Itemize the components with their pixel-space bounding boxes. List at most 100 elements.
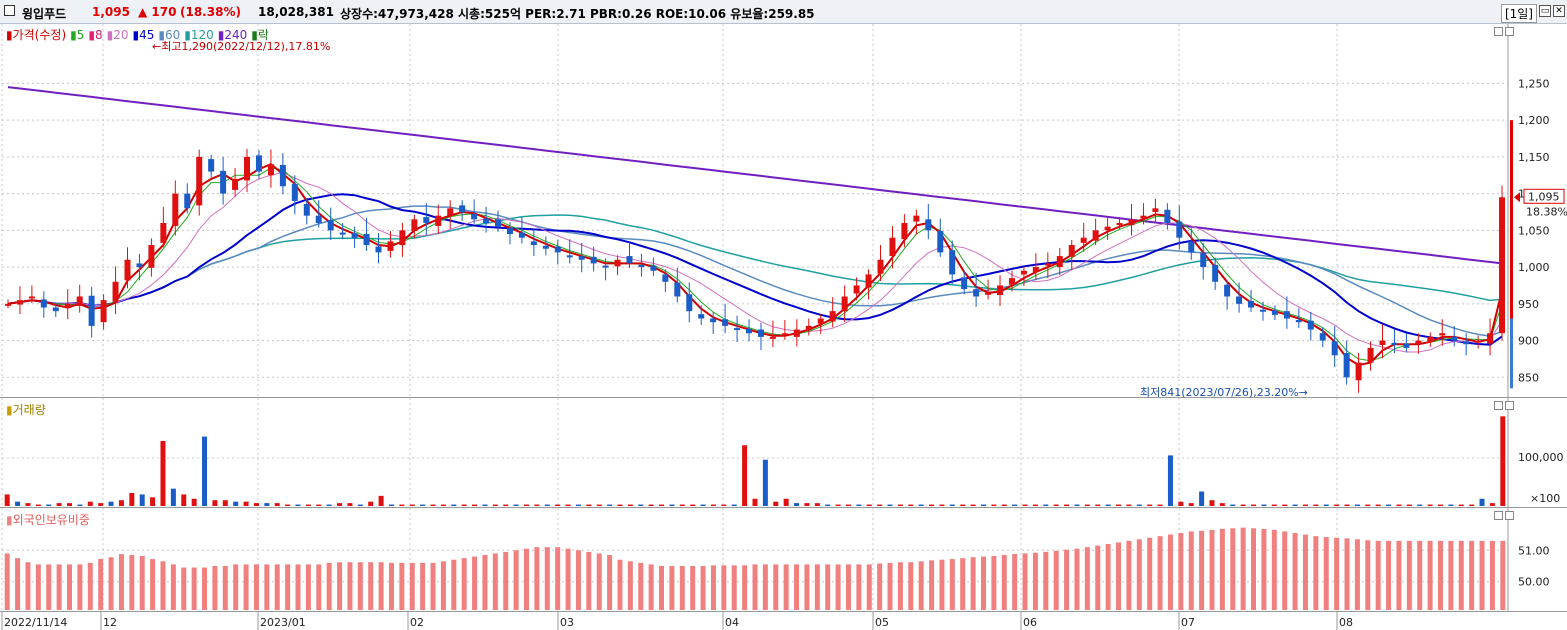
price-tick-label: 900 xyxy=(1518,335,1539,348)
volume-bar xyxy=(534,504,540,506)
legend-item[interactable]: ▮8 xyxy=(88,28,103,42)
volume-bar xyxy=(1199,491,1205,506)
foreign-bar xyxy=(264,564,270,610)
select-checkbox[interactable] xyxy=(4,5,15,16)
foreign-bar xyxy=(181,567,187,610)
foreign-bar xyxy=(690,566,696,610)
volume-bar xyxy=(908,504,914,506)
volume-bar xyxy=(1302,504,1308,506)
foreign-bar xyxy=(202,567,208,610)
volume-bar xyxy=(1251,504,1257,506)
volume-bar xyxy=(1209,500,1215,506)
candle-body xyxy=(578,256,585,260)
panel-close-icon[interactable] xyxy=(1505,27,1514,36)
volume-bar xyxy=(1313,504,1319,506)
legend-item[interactable]: ▮20 xyxy=(106,28,129,42)
price-change: ▲ 170 xyxy=(138,5,177,19)
candle-body xyxy=(710,318,717,323)
volume-bar xyxy=(835,504,841,506)
foreign-bar xyxy=(472,556,478,610)
volume-bar xyxy=(627,504,633,506)
foreign-bar xyxy=(1126,540,1132,610)
legend-item[interactable]: ▮120 xyxy=(184,28,214,42)
legend-item[interactable]: ▮60 xyxy=(158,28,181,42)
volume-tick-label: 100,000 xyxy=(1518,451,1564,464)
foreign-bar xyxy=(648,564,654,610)
volume-bar xyxy=(409,504,415,506)
foreign-bar xyxy=(991,555,997,610)
foreign-bar xyxy=(1136,539,1142,610)
foreign-bar xyxy=(617,559,623,610)
candle-body xyxy=(518,232,525,238)
volume-bar xyxy=(56,503,62,506)
foreign-close-icon[interactable] xyxy=(1505,511,1514,520)
volume-bar xyxy=(1375,504,1381,506)
legend-item[interactable]: ▮가격(수정) xyxy=(6,28,67,42)
candle-body xyxy=(411,219,418,232)
candle-body xyxy=(1128,219,1135,226)
foreign-bar xyxy=(897,562,903,610)
volume-bar xyxy=(1219,503,1225,506)
stock-info: 상장수:47,973,428 시총:525억 PER:2.71 PBR:0.26… xyxy=(340,7,815,21)
candle-body xyxy=(76,296,83,307)
price-tick-label: 1,250 xyxy=(1518,77,1550,90)
volume-bar xyxy=(679,504,685,506)
foreign-bar xyxy=(1116,542,1122,610)
volume-bar xyxy=(202,436,208,506)
volume-bar xyxy=(1136,504,1142,506)
title-bar: 윙입푸드 1,095 ▲ 170 (18.38%) 18,028,381 상장수… xyxy=(0,0,1567,24)
candle-body xyxy=(877,259,884,274)
foreign-bar xyxy=(565,548,571,610)
volume-bar xyxy=(586,504,592,506)
volume-chart[interactable]: 100,000 ×100 xyxy=(0,398,1567,508)
foreign-bar xyxy=(15,558,21,610)
foreign-bar xyxy=(949,559,955,610)
foreign-bar xyxy=(295,564,301,610)
volume-bar xyxy=(181,494,187,506)
restore-icon[interactable]: ▭ xyxy=(1539,5,1551,17)
date-label: 05 xyxy=(875,616,889,629)
volume-bar xyxy=(25,503,31,506)
candle-body xyxy=(1152,208,1159,212)
candle-body xyxy=(734,328,741,331)
close-icon[interactable]: ✕ xyxy=(1553,5,1565,17)
candle-body xyxy=(459,205,466,212)
panel-minimize-icon[interactable] xyxy=(1494,27,1503,36)
ma5-line xyxy=(7,167,1503,362)
volume-bar xyxy=(555,504,561,506)
price-chart[interactable]: 1,2501,2001,1501,1001,0501,0009509008501… xyxy=(0,24,1567,398)
current-price-tag-box xyxy=(1523,188,1565,204)
volume-label: 거래량 xyxy=(12,403,46,417)
volume-bar xyxy=(1095,504,1101,506)
legend-item[interactable]: ▮5 xyxy=(70,28,85,42)
volume-bar xyxy=(222,500,228,506)
volume-bar xyxy=(659,504,665,506)
price-tick-label: 950 xyxy=(1518,298,1539,311)
foreign-bar xyxy=(357,562,363,610)
candle-body xyxy=(1439,333,1446,336)
volume-minimize-icon[interactable] xyxy=(1494,401,1503,410)
legend-item[interactable]: ▮45 xyxy=(132,28,155,42)
foreign-ownership-chart[interactable]: 51.00 50.00 xyxy=(0,508,1567,612)
candle-body xyxy=(674,282,681,297)
volume-bar xyxy=(1126,504,1132,506)
foreign-bar xyxy=(866,564,872,610)
volume-close-icon[interactable] xyxy=(1505,401,1514,410)
volume-bar xyxy=(170,488,176,506)
candle-body xyxy=(1200,253,1207,268)
foreign-minimize-icon[interactable] xyxy=(1494,511,1503,520)
candle-body xyxy=(148,245,155,268)
legend-item[interactable]: ▮락 xyxy=(251,28,269,42)
candle-body xyxy=(1427,336,1434,343)
candle-body xyxy=(1343,353,1350,378)
foreign-bar xyxy=(4,553,10,610)
candle-body xyxy=(423,217,430,223)
foreign-bar xyxy=(731,565,737,610)
period-selector[interactable]: [1일] xyxy=(1500,4,1537,23)
legend-item[interactable]: ▮240 xyxy=(217,28,248,42)
candle-body xyxy=(1080,237,1087,243)
candle-body xyxy=(1499,197,1506,334)
foreign-bar xyxy=(430,562,436,610)
candle-body xyxy=(769,336,776,339)
volume-bar xyxy=(451,504,457,506)
